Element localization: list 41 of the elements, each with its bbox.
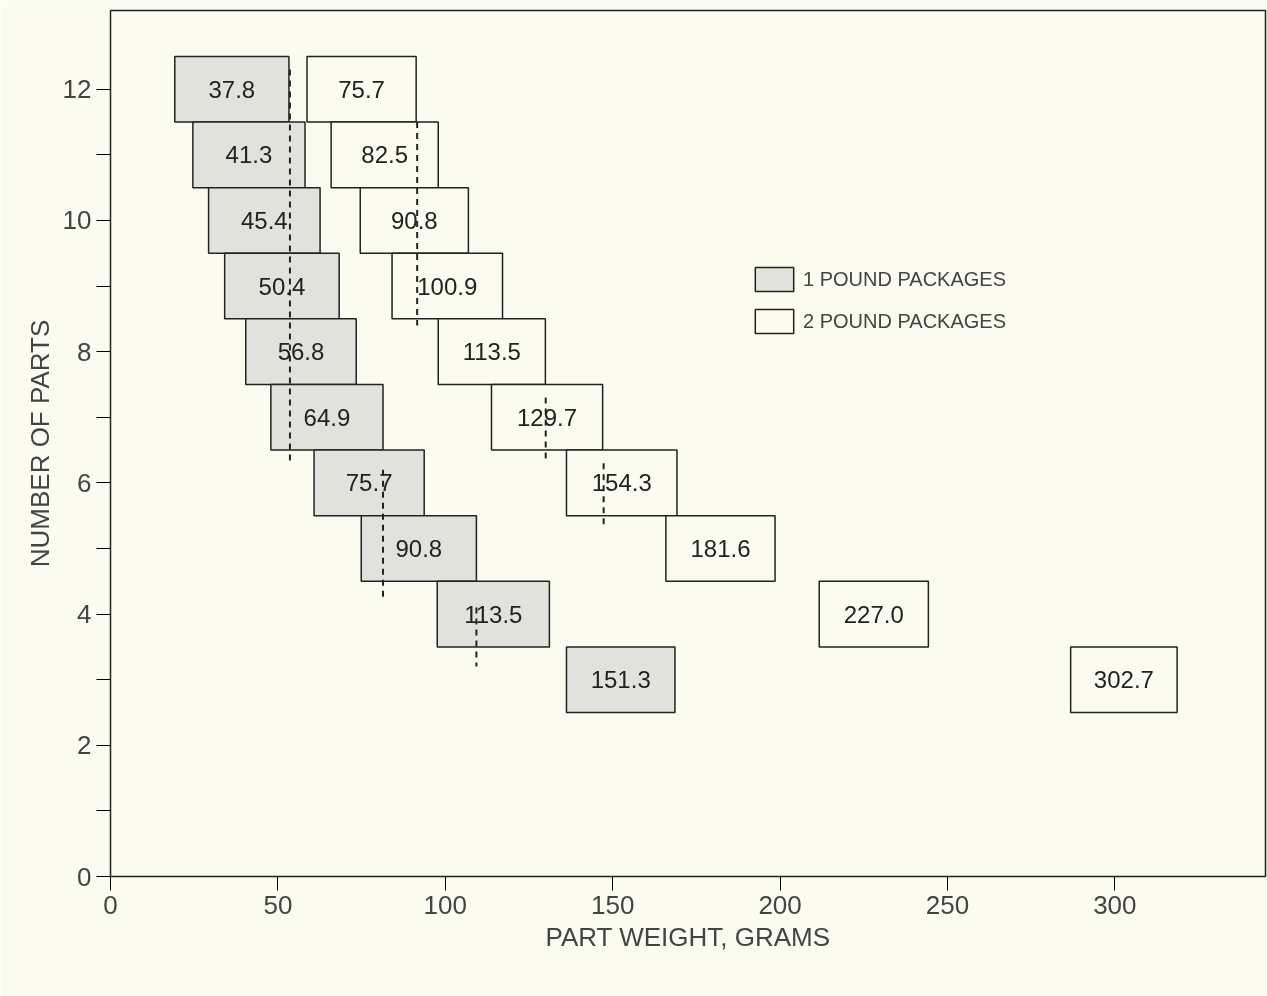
x-tick-label: 100 — [423, 889, 467, 920]
annotation: 181.6 — [690, 534, 751, 562]
annotation: 75.7 — [345, 469, 393, 497]
x-tick-label: 50 — [263, 889, 293, 920]
annotation: 154.3 — [591, 469, 652, 497]
annotation: 227.0 — [843, 600, 904, 628]
x-tick-label: 250 — [925, 889, 970, 920]
x-axis-title: PART WEIGHT, GRAMS — [545, 921, 831, 952]
annotation: 41.3 — [225, 141, 273, 169]
annotation: 90.8 — [390, 206, 438, 234]
x-tick-label: 0 — [103, 889, 118, 920]
bar — [818, 580, 930, 648]
y-tick-label: 10 — [62, 205, 92, 236]
annotation: 90.8 — [395, 534, 443, 562]
y-tick-label: 4 — [77, 599, 92, 630]
annotation: 50.4 — [258, 272, 306, 300]
annotation: 113.5 — [464, 600, 523, 628]
annotation: 45.4 — [240, 206, 288, 234]
annotation: 302.7 — [1093, 666, 1154, 694]
y-tick-label: 12 — [62, 74, 92, 105]
y-tick-label: 6 — [77, 467, 92, 498]
annotation: 113.5 — [462, 338, 521, 366]
bar — [565, 646, 676, 714]
legend-label: 1 POUND PACKAGES — [803, 267, 1007, 291]
y-axis-title: NUMBER OF PARTS — [24, 319, 55, 568]
y-tick-label: 2 — [77, 730, 92, 761]
annotation: 82.5 — [361, 141, 409, 169]
x-tick-label: 200 — [758, 889, 802, 920]
x-tick-label: 150 — [590, 889, 635, 920]
x-tick-label: 300 — [1093, 889, 1137, 920]
y-tick-label: 0 — [77, 861, 92, 892]
annotation: 151.3 — [590, 666, 651, 694]
y-tick-label: 8 — [77, 336, 92, 367]
annotation: 100.9 — [417, 272, 478, 300]
annotation: 37.8 — [208, 75, 256, 103]
annotation: 75.7 — [338, 75, 385, 103]
annotation: 129.7 — [517, 403, 578, 431]
legend-label: 2 POUND PACKAGES — [803, 309, 1007, 333]
annotation: 56.8 — [277, 338, 325, 366]
annotation: 64.9 — [303, 403, 351, 431]
bar — [1069, 646, 1178, 714]
